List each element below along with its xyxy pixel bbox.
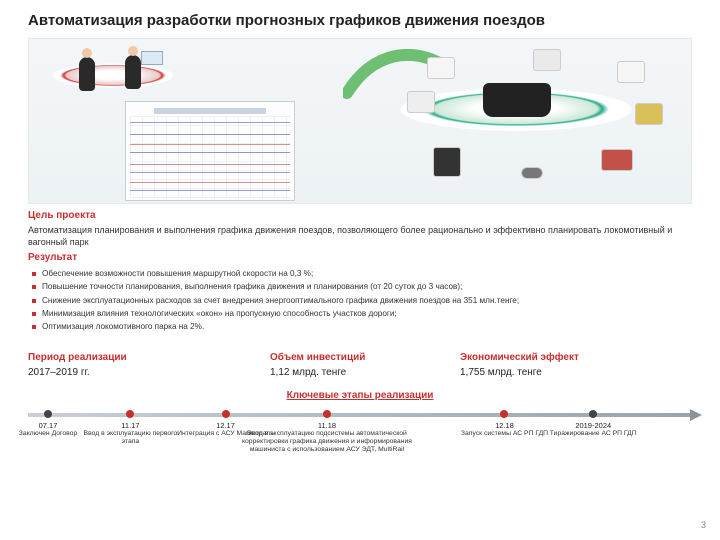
result-bullets: Обеспечение возможности повышения маршру… [32,268,692,334]
milestone-dot-icon [323,410,331,418]
person-icon [125,55,141,89]
goal-label: Цель проекта [28,210,96,221]
milestone-date: 12.18 [454,421,554,430]
page-number: 3 [701,520,706,530]
milestone-date: 2019-2024 [543,421,643,430]
milestone-dot-icon [126,410,134,418]
cockpit-icon [483,83,551,117]
metric-effect: Экономический эффект 1,755 млрд. тенге [460,352,579,378]
result-item: Повышение точности планирования, выполне… [32,281,692,293]
person-icon [79,57,95,91]
metric-period: Период реализации 2017–2019 гг. [28,352,127,378]
milestone: 11.18Ввод в эксплуатацию подсистемы авто… [227,404,427,454]
result-item: Минимизация влияния технологических «око… [32,308,692,320]
result-item: Обеспечение возможности повышения маршру… [32,268,692,280]
stages-title: Ключевые этапы реализации [0,390,720,401]
train-graph-sheet [125,101,295,201]
metric-label: Экономический эффект [460,352,579,363]
milestone-label: Ввод в эксплуатацию первого этапа [80,430,180,446]
milestone-dot-icon [500,410,508,418]
signal-icon [433,147,461,177]
page-title: Автоматизация разработки прогнозных граф… [28,12,692,29]
result-item: Снижение эксплуатационных расходов за сч… [32,295,692,307]
metric-investment: Объем инвестиций 1,12 млрд. тенге [270,352,365,378]
milestone-label: Запуск системы АС РП ГДП [454,430,554,438]
monitor-icon [533,49,561,71]
laptop-icon [427,57,455,79]
metric-label: Объем инвестиций [270,352,365,363]
result-item: Оптимизация локомотивного парка на 2%. [32,321,692,333]
goal-text: Автоматизация планирования и выполнения … [28,224,692,248]
planning-board-icon [141,51,163,65]
milestone: 11.17Ввод в эксплуатацию первого этапа [80,404,180,446]
result-label: Результат [28,252,77,263]
milestones: 07.17Заключен Договор11.17Ввод в эксплуа… [28,404,702,530]
mouse-icon [521,167,543,179]
milestone-date: 11.17 [80,421,180,430]
milestone-label: Тиражирование АС РП ГДП [543,430,643,438]
metric-value: 1,755 млрд. тенге [460,367,579,378]
locomotive-icon [601,149,633,171]
milestone: 2019-2024Тиражирование АС РП ГДП [543,404,643,438]
monitor-icon [617,61,645,83]
milestone-label: Ввод в эксплуатацию подсистемы автоматич… [227,430,427,454]
hero-illustration [28,38,692,204]
milestone-dot-icon [44,410,52,418]
milestone: 12.18Запуск системы АС РП ГДП [454,404,554,438]
metric-value: 1,12 млрд. тенге [270,367,365,378]
metric-value: 2017–2019 гг. [28,367,127,378]
printer-icon [407,91,435,113]
train-graph-grid [130,116,290,198]
milestone-dot-icon [589,410,597,418]
red-disc [50,64,177,88]
train-icon [635,103,663,125]
milestone-date: 11.18 [227,421,427,430]
metric-label: Период реализации [28,352,127,363]
